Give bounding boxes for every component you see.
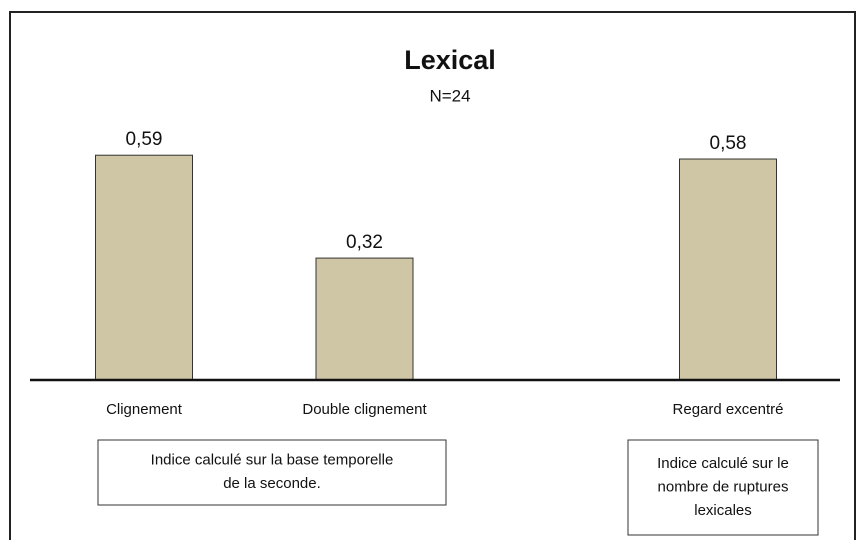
bar	[679, 158, 777, 381]
value-label: 0,58	[710, 133, 747, 154]
annotation-text: de la seconde.	[223, 475, 321, 492]
annotation-text: Indice calculé sur la base temporelle	[151, 452, 394, 469]
bar	[315, 257, 414, 381]
x-tick-label: Regard excentré	[673, 401, 784, 418]
x-tick-label: Clignement	[106, 401, 183, 418]
annotation-box	[627, 439, 819, 536]
x-tick-label: Double clignement	[302, 401, 427, 418]
chart-subtitle: N=24	[429, 86, 470, 105]
value-label: 0,59	[126, 129, 163, 150]
chart-title: Lexical	[404, 45, 496, 75]
annotation-text: lexicales	[694, 502, 752, 519]
value-label: 0,32	[346, 232, 383, 253]
bar	[95, 154, 193, 381]
annotation-text: Indice calculé sur le	[657, 455, 789, 472]
annotation-text: nombre de ruptures	[658, 478, 789, 495]
annotation-box	[97, 439, 447, 506]
